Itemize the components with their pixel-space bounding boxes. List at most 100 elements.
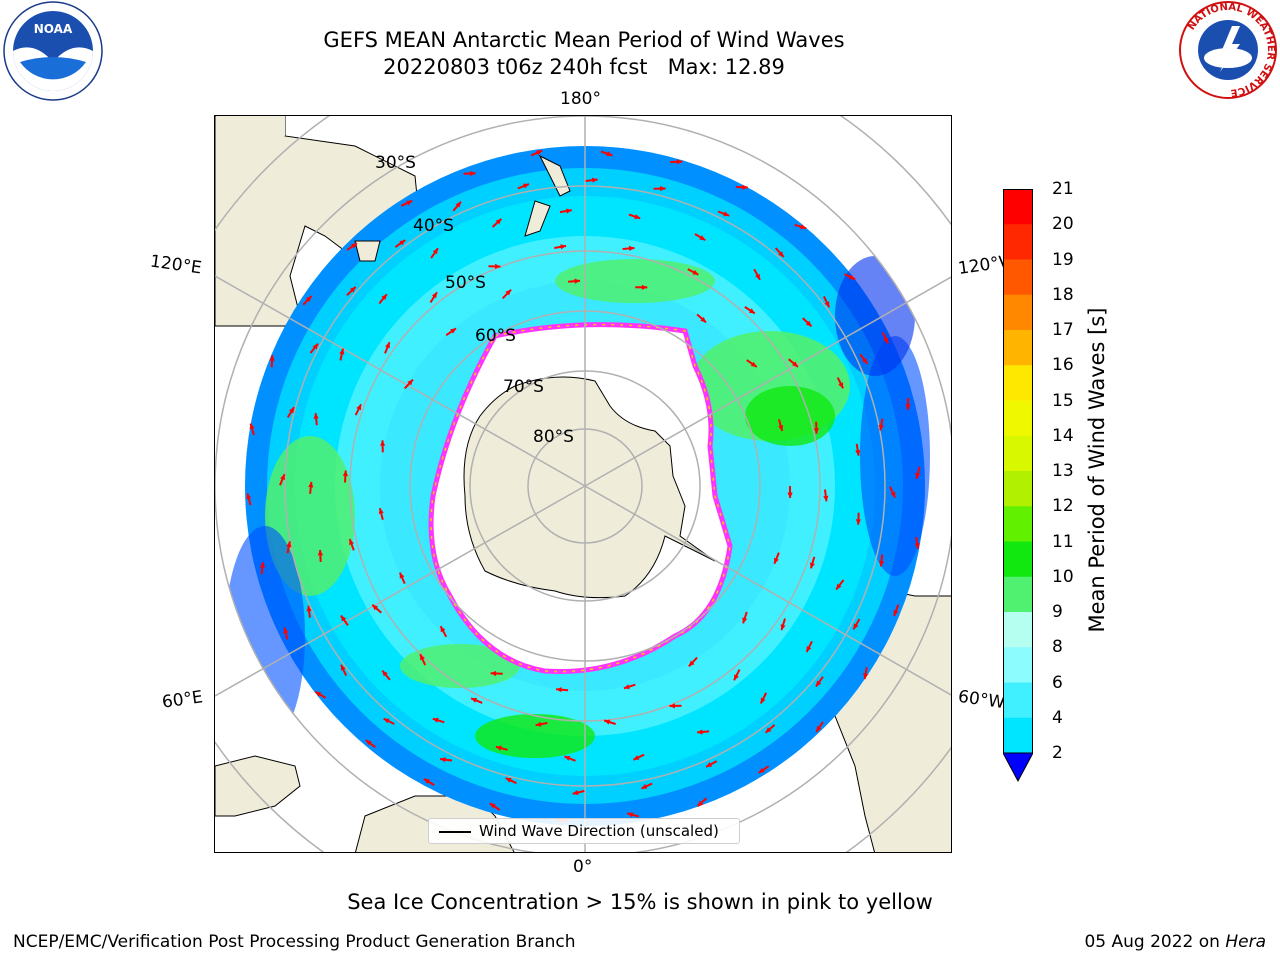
wind-arrow-head: [381, 294, 387, 300]
wind-arrow-head: [780, 624, 786, 631]
wind-arrow-head: [634, 214, 641, 220]
wind-arrow-head: [800, 224, 807, 230]
wind-arrow-head: [778, 425, 784, 431]
colorbar-tick-label: 6: [1052, 672, 1063, 693]
colorbar-tick-label: 9: [1052, 602, 1063, 622]
wind-arrow-head: [893, 610, 899, 616]
wind-arrow-head: [700, 316, 706, 323]
wind-wave-arrows: [246, 149, 921, 824]
wind-arrow-head: [676, 159, 683, 165]
wind-arrow-head: [706, 762, 713, 767]
wind-arrow-head: [450, 328, 456, 334]
footer-organization: NCEP/EMC/Verification Post Processing Pr…: [13, 932, 576, 952]
wind-arrow-head: [823, 495, 829, 502]
lon-label-60e: 60°E: [160, 687, 205, 713]
wind-arrow-head: [623, 684, 630, 690]
wind-arrow-head: [383, 718, 390, 724]
wind-arrow-head: [883, 337, 888, 344]
colorbar-tick-label: 19: [1052, 249, 1074, 270]
map-frame: 30°S 40°S 50°S 60°S 70°S 80°S: [214, 115, 952, 853]
wind-arrow-head: [787, 492, 793, 498]
wind-arrow-head: [813, 428, 819, 434]
wind-arrow-head: [849, 274, 856, 280]
lon-label-0: 0°: [573, 857, 593, 877]
lon-label-120e: 120°E: [148, 251, 203, 279]
wind-arrow-head: [699, 235, 706, 241]
wind-arrow-head: [372, 604, 379, 611]
wind-arrow-head: [536, 150, 543, 156]
wind-arrow-head: [382, 670, 388, 677]
wind-arrow-head: [399, 572, 405, 579]
wind-arrow-head: [862, 358, 868, 364]
wind-arrow-head: [312, 343, 318, 350]
lat-label-70s: 70°S: [503, 377, 544, 397]
wind-arrow-head: [742, 617, 748, 624]
legend-label: Wind Wave Direction (unscaled): [479, 822, 719, 840]
wind-arrow-head: [305, 296, 312, 302]
wind-arrow-head: [641, 284, 648, 290]
colorbar-segment: [1003, 541, 1033, 578]
nws-logo: NATIONAL WEATHER SERVICE: [1179, 1, 1277, 99]
wind-arrow-head: [816, 725, 822, 732]
wind-arrow-head: [286, 541, 292, 548]
wind-arrow-head: [855, 519, 861, 525]
wind-arrow-head: [423, 778, 430, 784]
wind-arrow-head: [280, 474, 285, 481]
legend-line-sample: [439, 831, 471, 833]
colorbar-tick-label: 14: [1052, 425, 1074, 446]
colorbar-tick-label: 17: [1052, 320, 1074, 340]
wind-arrow-head: [317, 549, 323, 556]
colorbar-tick-label: 11: [1052, 531, 1074, 552]
wind-arrow-head: [915, 472, 921, 479]
colorbar-segment: [1003, 682, 1033, 719]
wind-arrow-head: [878, 424, 884, 431]
wind-arrow-head: [748, 308, 755, 314]
wind-arrow-head: [742, 184, 748, 190]
wind-arrow-head: [758, 767, 765, 773]
wind-arrow-head: [905, 404, 911, 410]
colorbar-segment: [1003, 330, 1033, 366]
wind-arrow-head: [660, 186, 666, 192]
colorbar-tick-label: 15: [1052, 390, 1074, 411]
wind-arrow-head: [340, 615, 347, 622]
wave-period-field: [225, 146, 930, 826]
wind-arrow-head: [341, 664, 346, 671]
wind-arrow-head: [495, 745, 502, 751]
wind-arrow-head: [349, 286, 356, 293]
wind-arrow-head: [688, 660, 695, 667]
wind-arrow-head: [778, 251, 784, 257]
wind-arrow-head: [734, 674, 739, 681]
wind-arrow-head: [641, 783, 648, 789]
colorbar-segment: [1003, 189, 1033, 225]
wind-arrow-head: [380, 440, 386, 446]
colorbar-tick-label: 18: [1052, 284, 1074, 305]
wind-arrow-head: [505, 289, 512, 296]
colorbar-segment: [1003, 365, 1033, 401]
wind-arrow-head: [838, 382, 844, 389]
wind-arrow-head: [420, 654, 425, 661]
wind-arrow-head: [385, 342, 390, 349]
colorbar-segment: [1003, 506, 1033, 542]
wind-arrow-head: [627, 812, 634, 818]
colorbar-tick-label: 13: [1052, 461, 1074, 481]
wind-arrow-head: [342, 470, 348, 477]
wind-arrow-head: [890, 491, 896, 498]
wind-arrow-head: [406, 200, 413, 206]
colorbar: [1003, 189, 1033, 783]
wind-arrow-head: [269, 355, 275, 361]
wind-arrow-head: [259, 562, 265, 568]
wind-arrow-head: [489, 803, 496, 809]
wind-arrow-head: [914, 543, 920, 549]
wind-arrow-head: [574, 278, 580, 284]
wind-arrow-head: [755, 273, 760, 280]
wind-arrow-head: [633, 755, 640, 760]
colorbar-tick-label: 8: [1052, 637, 1063, 658]
colorbar-segment: [1003, 471, 1033, 507]
wind-arrow-head: [399, 240, 406, 246]
wind-arrow-head: [523, 183, 529, 189]
wind-arrow-head: [432, 248, 438, 255]
wind-arrow-head: [697, 729, 703, 735]
wind-arrow-head: [349, 539, 354, 545]
wind-arrow-head: [669, 703, 675, 709]
footer-date: 05 Aug 2022 on Hera: [1084, 932, 1266, 952]
